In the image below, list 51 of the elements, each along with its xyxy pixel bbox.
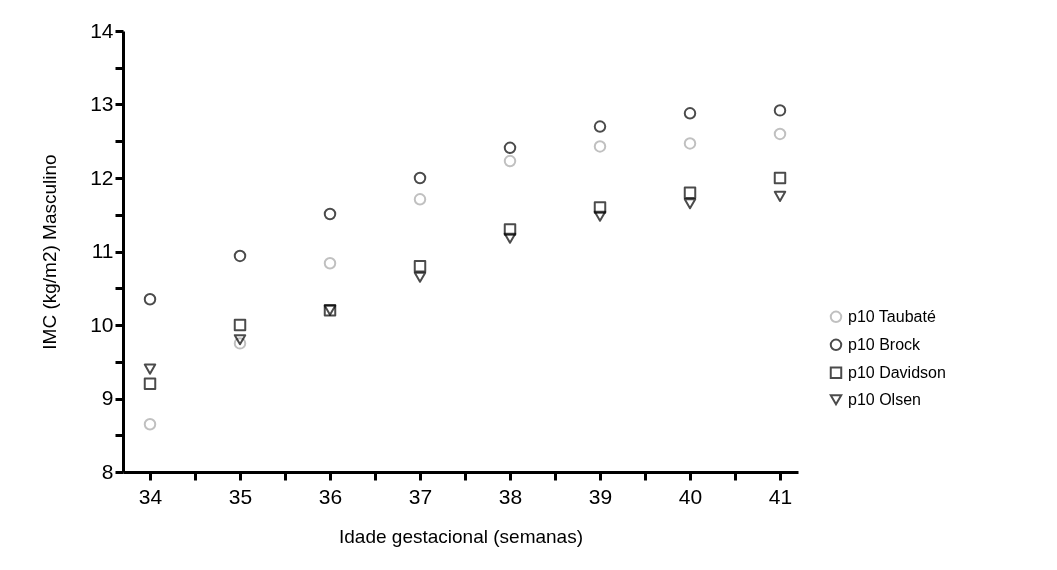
point — [233, 249, 247, 263]
point — [773, 171, 787, 185]
point — [773, 104, 787, 117]
legend-label: p10 Brock — [848, 335, 922, 353]
point — [143, 377, 157, 391]
y-tick-label: 9 — [101, 386, 114, 409]
point — [683, 186, 697, 199]
point — [233, 318, 247, 332]
y-tick-label: 13 — [90, 92, 114, 115]
legend-label: p10 Olsen — [848, 390, 921, 408]
legend-label: p10 Davidson — [848, 363, 946, 381]
x-tick-label: 34 — [138, 484, 163, 508]
point — [323, 207, 337, 221]
point — [503, 154, 517, 168]
point — [593, 140, 607, 153]
y-axis-title: IMC (kg/m2) Masculino — [39, 154, 61, 350]
x-tick-label: 37 — [408, 484, 433, 508]
point — [413, 171, 427, 185]
point — [773, 127, 787, 141]
x-tick-label: 39 — [588, 484, 613, 508]
x-axis-title: Idade gestacional (semanas) — [339, 525, 583, 547]
point — [683, 137, 697, 150]
x-tick-label: 40 — [678, 484, 703, 508]
y-tick-label: 8 — [101, 459, 114, 483]
point — [233, 334, 247, 346]
point — [593, 201, 607, 214]
point — [683, 198, 697, 210]
point — [233, 337, 247, 350]
point — [413, 193, 427, 206]
point — [503, 232, 517, 244]
point — [593, 120, 607, 133]
x-tick-label: 38 — [498, 484, 523, 508]
x-tick-label: 35 — [228, 484, 253, 508]
point — [683, 107, 697, 120]
point — [593, 210, 607, 222]
y-tick-label: 12 — [90, 165, 114, 189]
legend-label: p10 Taubaté — [848, 307, 936, 325]
point — [503, 223, 517, 236]
point — [413, 271, 427, 283]
y-tick-label: 11 — [91, 239, 114, 262]
y-tick-label: 10 — [90, 312, 114, 336]
point — [143, 417, 157, 431]
point — [143, 293, 157, 306]
point — [413, 259, 427, 273]
y-tick-label: 14 — [90, 18, 114, 42]
point — [773, 190, 787, 202]
point — [143, 363, 157, 375]
x-tick-label: 41 — [768, 484, 793, 508]
point — [503, 141, 517, 155]
point — [323, 257, 337, 270]
x-tick-label: 36 — [318, 484, 343, 508]
